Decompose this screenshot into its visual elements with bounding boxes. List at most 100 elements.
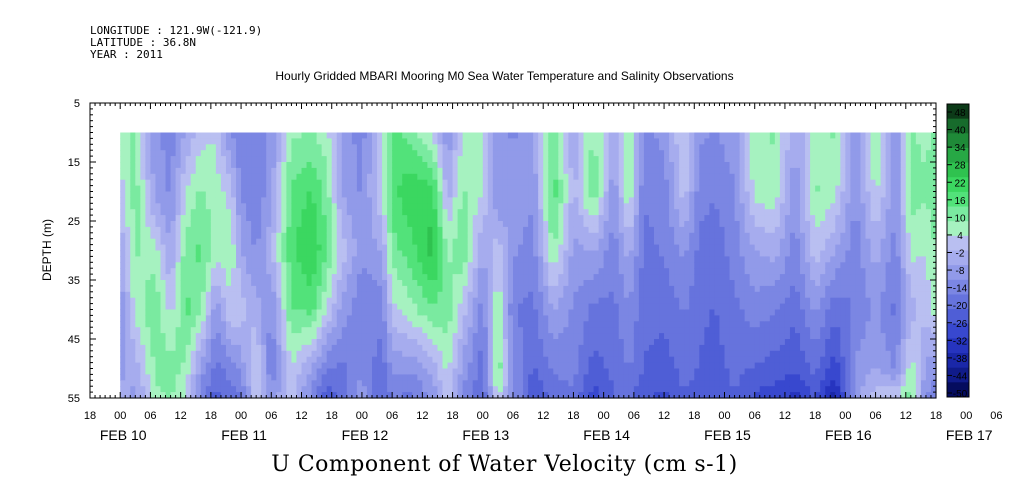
heatmap-cell [402,197,408,204]
heatmap-cell [447,321,454,328]
heatmap-cell [387,291,393,299]
heatmap-cell [528,285,534,293]
heatmap-cell [412,274,418,281]
heatmap-cell [664,191,670,198]
heatmap-cell [361,374,368,381]
heatmap-cell [135,203,141,210]
heatmap-cell [553,362,559,370]
heatmap-cell [487,350,494,358]
heatmap-cell [190,309,197,316]
heatmap-cell [573,250,580,257]
heatmap-cell [593,138,600,145]
heatmap-cell [482,244,489,252]
heatmap-cell [628,291,635,299]
heatmap-cell [654,167,660,175]
heatmap-cell [412,238,418,246]
heatmap-cell [311,268,318,275]
heatmap-cell [150,185,157,193]
heatmap-cell [150,221,157,228]
heatmap-cell [427,256,434,263]
heatmap-cell [231,280,237,287]
heatmap-cell [593,232,600,240]
heatmap-cell [442,262,449,269]
heatmap-cell [623,197,630,204]
heatmap-cell [331,285,338,293]
heatmap-cell [190,374,197,381]
heatmap-cell [256,262,262,269]
heatmap-cell [165,221,172,228]
heatmap-cell [301,173,308,181]
heatmap-cell [573,356,580,364]
heatmap-cell [165,238,172,246]
heatmap-cell [155,356,162,364]
heatmap-cell [316,374,323,381]
heatmap-cell [321,215,328,222]
heatmap-cell [125,297,131,305]
heatmap-cell [220,356,227,364]
heatmap-cell [608,374,615,381]
heatmap-cell [180,262,187,269]
heatmap-cell [306,185,313,193]
heatmap-cell [155,344,162,352]
heatmap-cell [382,368,388,375]
heatmap-cell [628,144,635,151]
heatmap-cell [306,327,313,334]
heatmap-cell [538,356,544,364]
heatmap-cell [623,138,630,145]
heatmap-cell [356,386,363,393]
heatmap-cell [397,327,403,334]
heatmap-cell [336,250,343,257]
heatmap-cell [316,339,323,346]
heatmap-cell [518,197,524,204]
heatmap-cell [356,179,363,187]
heatmap-cell [417,256,423,263]
heatmap-cell [628,197,635,204]
heatmap-cell [513,232,519,240]
heatmap-cell [200,156,207,163]
heatmap-cell [442,280,449,287]
heatmap-cell [437,232,444,240]
heatmap-cell [372,368,378,375]
heatmap-cell [296,203,303,210]
heatmap-cell [654,191,660,198]
heatmap-cell [563,144,569,151]
heatmap-cell [185,138,192,145]
heatmap-cell [588,191,595,198]
heatmap-cell [598,268,605,275]
heatmap-cell [301,150,308,157]
heatmap-cell [659,244,665,252]
heatmap-cell [266,238,272,246]
heatmap-cell [170,221,177,228]
heatmap-cell [281,250,287,257]
heatmap-cell [397,356,403,364]
heatmap-cell [447,268,454,275]
heatmap-cell [372,309,378,316]
heatmap-cell [422,333,428,340]
heatmap-cell [588,138,595,145]
heatmap-cell [377,150,383,157]
heatmap-cell [407,362,413,370]
heatmap-cell [467,274,474,281]
heatmap-cell [407,209,413,216]
heatmap-cell [422,262,428,269]
heatmap-cell [175,392,182,399]
heatmap-cell [372,339,378,346]
heatmap-cell [336,297,343,305]
heatmap-cell [361,333,368,340]
heatmap-cell [533,321,539,328]
heatmap-cell [130,380,136,387]
heatmap-cell [417,291,423,299]
heatmap-cell [236,297,242,305]
heatmap-cell [528,344,534,352]
heatmap-cell [533,173,539,181]
heatmap-cell [135,173,141,181]
heatmap-cell [487,215,494,222]
heatmap-cell [568,197,575,204]
heatmap-cell [271,321,277,328]
heatmap-cell [674,350,680,358]
heatmap-cell [231,215,237,222]
heatmap-cell [608,356,615,364]
heatmap-cell [638,203,645,210]
heatmap-cell [548,167,554,175]
heatmap-cell [628,392,635,399]
